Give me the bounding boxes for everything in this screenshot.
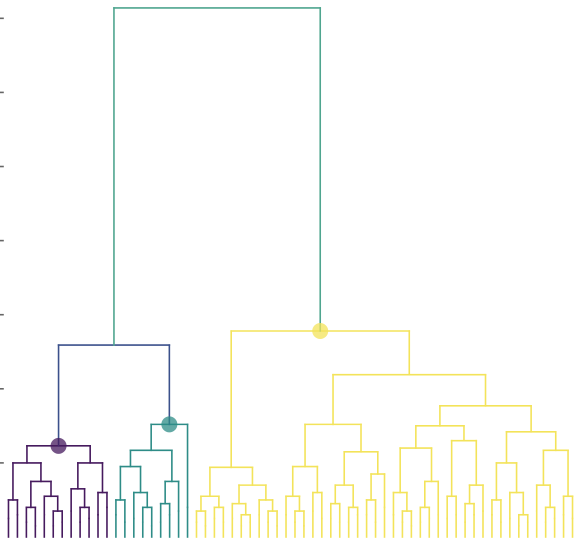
node-marker	[161, 416, 178, 433]
node-marker	[312, 323, 329, 340]
node-marker	[50, 437, 67, 454]
